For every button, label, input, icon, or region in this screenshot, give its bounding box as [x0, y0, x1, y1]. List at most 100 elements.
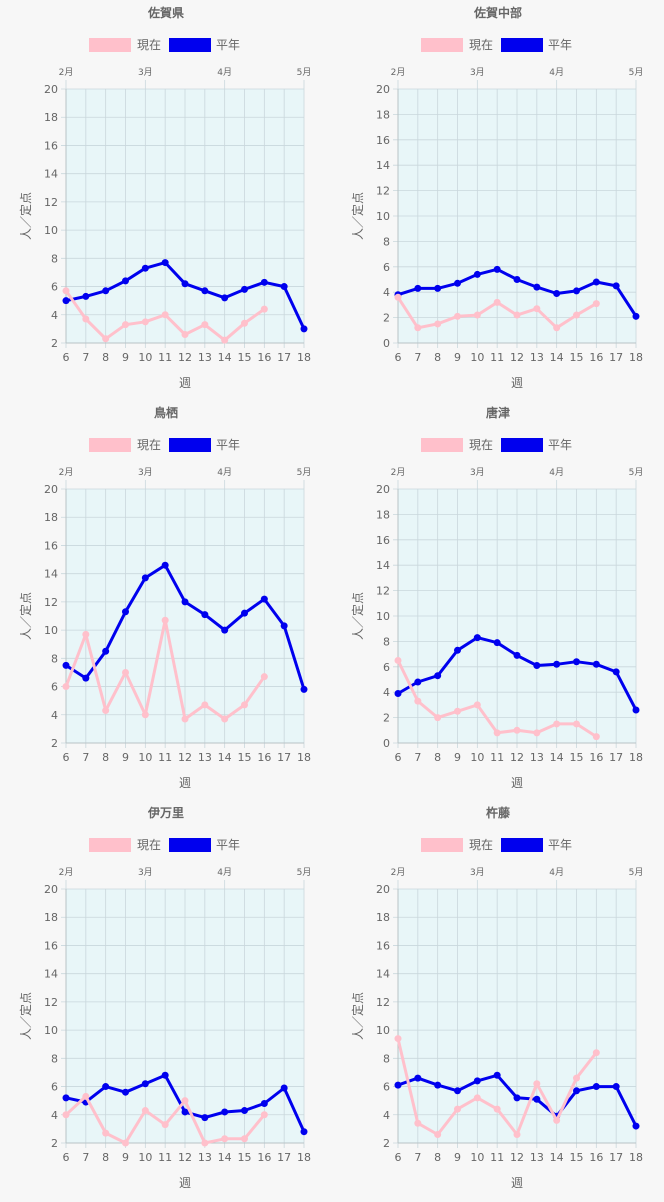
- data-point-normal[interactable]: [260, 595, 268, 603]
- data-point-current[interactable]: [473, 1094, 481, 1102]
- data-point-current[interactable]: [513, 1131, 521, 1139]
- data-point-current[interactable]: [434, 1131, 442, 1139]
- data-point-normal[interactable]: [82, 674, 90, 682]
- data-point-current[interactable]: [241, 1135, 248, 1143]
- legend-swatch-normal[interactable]: [501, 838, 543, 852]
- data-point-current[interactable]: [493, 298, 501, 306]
- data-point-normal[interactable]: [102, 647, 110, 655]
- legend-swatch-current[interactable]: [421, 38, 463, 52]
- data-point-current[interactable]: [260, 305, 268, 313]
- data-point-normal[interactable]: [201, 287, 209, 295]
- data-point-current[interactable]: [181, 331, 189, 339]
- legend-swatch-current[interactable]: [421, 438, 463, 452]
- data-point-normal[interactable]: [573, 287, 580, 295]
- data-point-normal[interactable]: [122, 608, 129, 616]
- data-point-current[interactable]: [414, 1119, 422, 1127]
- data-point-current[interactable]: [493, 729, 501, 737]
- legend-swatch-normal[interactable]: [169, 438, 211, 452]
- data-point-normal[interactable]: [394, 689, 402, 697]
- data-point-current[interactable]: [141, 318, 149, 326]
- data-point-normal[interactable]: [632, 706, 640, 714]
- data-point-normal[interactable]: [394, 1081, 402, 1089]
- data-point-current[interactable]: [394, 293, 402, 301]
- data-point-normal[interactable]: [300, 325, 308, 333]
- legend-swatch-current[interactable]: [421, 838, 463, 852]
- data-point-current[interactable]: [241, 701, 248, 709]
- data-point-current[interactable]: [201, 701, 209, 709]
- data-point-current[interactable]: [102, 335, 110, 343]
- data-point-normal[interactable]: [141, 264, 149, 272]
- data-point-normal[interactable]: [102, 1083, 110, 1091]
- data-point-normal[interactable]: [82, 292, 90, 300]
- data-point-current[interactable]: [592, 733, 600, 741]
- data-point-current[interactable]: [573, 1074, 580, 1082]
- data-point-normal[interactable]: [221, 1108, 229, 1116]
- data-point-current[interactable]: [122, 321, 129, 329]
- legend-swatch-normal[interactable]: [501, 438, 543, 452]
- data-point-normal[interactable]: [553, 660, 561, 668]
- data-point-normal[interactable]: [592, 660, 600, 668]
- data-point-normal[interactable]: [414, 678, 422, 686]
- legend-label-current[interactable]: 現在: [137, 38, 161, 52]
- data-point-normal[interactable]: [414, 1074, 422, 1082]
- legend-label-normal[interactable]: 平年: [548, 438, 572, 452]
- data-point-current[interactable]: [454, 1105, 461, 1113]
- data-point-normal[interactable]: [62, 661, 70, 669]
- data-point-current[interactable]: [553, 720, 561, 728]
- legend-label-current[interactable]: 現在: [137, 838, 161, 852]
- legend-swatch-current[interactable]: [89, 438, 131, 452]
- data-point-current[interactable]: [161, 1121, 169, 1129]
- legend-label-normal[interactable]: 平年: [548, 838, 572, 852]
- data-point-normal[interactable]: [632, 312, 640, 320]
- data-point-normal[interactable]: [493, 265, 501, 273]
- data-point-current[interactable]: [533, 729, 541, 737]
- data-point-normal[interactable]: [434, 284, 442, 292]
- data-point-normal[interactable]: [221, 294, 229, 302]
- legend-label-normal[interactable]: 平年: [216, 438, 240, 452]
- legend-label-current[interactable]: 現在: [469, 838, 493, 852]
- data-point-normal[interactable]: [473, 634, 481, 642]
- data-point-current[interactable]: [473, 701, 481, 709]
- data-point-current[interactable]: [201, 321, 209, 329]
- data-point-current[interactable]: [454, 707, 461, 715]
- data-point-current[interactable]: [62, 1111, 70, 1119]
- data-point-current[interactable]: [141, 1107, 149, 1115]
- data-point-normal[interactable]: [181, 598, 189, 606]
- legend-swatch-normal[interactable]: [501, 38, 543, 52]
- data-point-normal[interactable]: [241, 285, 248, 293]
- data-point-current[interactable]: [260, 1111, 268, 1119]
- data-point-normal[interactable]: [573, 658, 580, 666]
- data-point-normal[interactable]: [122, 1088, 129, 1096]
- data-point-normal[interactable]: [280, 622, 288, 630]
- legend-label-normal[interactable]: 平年: [548, 38, 572, 52]
- data-point-normal[interactable]: [161, 259, 169, 267]
- data-point-current[interactable]: [161, 616, 169, 624]
- legend-label-normal[interactable]: 平年: [216, 838, 240, 852]
- data-point-normal[interactable]: [201, 1114, 209, 1122]
- data-point-normal[interactable]: [161, 561, 169, 569]
- data-point-normal[interactable]: [632, 1122, 640, 1130]
- data-point-current[interactable]: [533, 305, 541, 313]
- data-point-normal[interactable]: [493, 639, 501, 647]
- data-point-normal[interactable]: [414, 284, 422, 292]
- legend-swatch-current[interactable]: [89, 838, 131, 852]
- data-point-current[interactable]: [221, 336, 229, 344]
- data-point-normal[interactable]: [241, 1107, 248, 1115]
- data-point-normal[interactable]: [221, 626, 229, 634]
- data-point-normal[interactable]: [241, 609, 248, 617]
- data-point-current[interactable]: [394, 656, 402, 664]
- data-point-normal[interactable]: [434, 1081, 442, 1089]
- data-point-normal[interactable]: [141, 1080, 149, 1088]
- data-point-normal[interactable]: [454, 279, 461, 287]
- data-point-normal[interactable]: [122, 277, 129, 285]
- data-point-normal[interactable]: [573, 1087, 580, 1095]
- data-point-normal[interactable]: [62, 1094, 70, 1102]
- data-point-normal[interactable]: [434, 672, 442, 680]
- data-point-current[interactable]: [221, 715, 229, 723]
- legend-swatch-current[interactable]: [89, 38, 131, 52]
- data-point-current[interactable]: [161, 311, 169, 319]
- data-point-normal[interactable]: [553, 289, 561, 297]
- legend-label-normal[interactable]: 平年: [216, 38, 240, 52]
- data-point-normal[interactable]: [513, 276, 521, 283]
- data-point-normal[interactable]: [612, 668, 620, 676]
